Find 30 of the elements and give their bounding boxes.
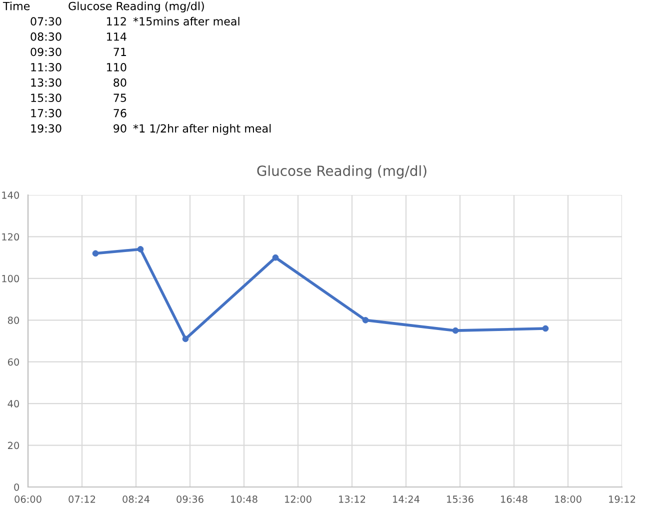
x-tick-label: 18:00 xyxy=(555,496,582,503)
y-tick-label: 0 xyxy=(14,483,20,491)
x-tick-label: 07:12 xyxy=(68,496,96,503)
y-tick-label: 80 xyxy=(8,316,20,324)
x-tick-label: 15:36 xyxy=(447,496,474,503)
text: 11:30 110 xyxy=(31,63,126,72)
text: 08:30 114 xyxy=(30,32,126,41)
y-tick-label: 140 xyxy=(2,191,20,199)
text: Time Glucose Reading (mg/dl) xyxy=(2,2,204,12)
text: 07:30 112 *15mins after meal xyxy=(30,16,240,26)
text: 19:30 90 *1 1/2hr after night meal xyxy=(31,124,271,135)
y-tick-label: 100 xyxy=(2,274,20,282)
x-tick-label: 19:12 xyxy=(609,496,636,503)
x-tick-label: 10:48 xyxy=(231,496,258,503)
text: 09:30 71 xyxy=(30,48,126,56)
x-tick-label: 08:24 xyxy=(122,496,150,503)
y-tick-label: 120 xyxy=(2,233,20,241)
y-tick-label: 60 xyxy=(8,358,20,366)
text: 15:30 75 xyxy=(31,94,126,102)
x-tick-label: 09:36 xyxy=(176,496,204,503)
x-tick-label: 13:12 xyxy=(339,496,366,503)
x-tick-label: 06:00 xyxy=(14,496,42,503)
chart-title: Glucose Reading (mg/dl) xyxy=(257,165,426,179)
x-tick-label: 16:48 xyxy=(501,496,528,503)
x-tick-label: 12:00 xyxy=(285,496,312,503)
x-tick-label: 14:24 xyxy=(393,496,420,503)
y-tick-label: 40 xyxy=(8,400,20,408)
text: 13:30 80 xyxy=(31,78,126,87)
text: 17:30 76 xyxy=(31,108,126,118)
y-tick-label: 20 xyxy=(8,442,20,450)
